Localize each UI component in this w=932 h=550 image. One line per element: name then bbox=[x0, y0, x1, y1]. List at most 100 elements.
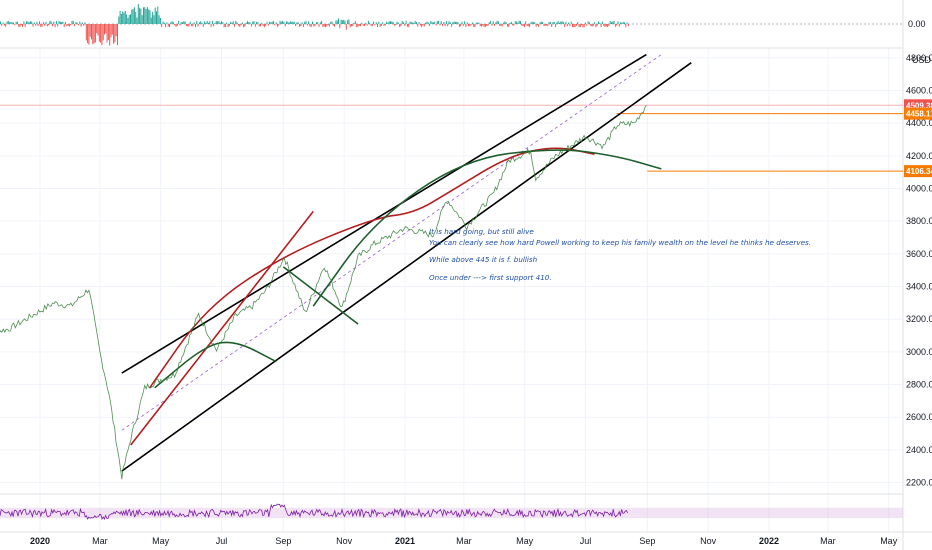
histogram-bar bbox=[505, 22, 507, 24]
price-tick-label: 3000.00 bbox=[906, 347, 932, 357]
histogram-bar bbox=[568, 22, 570, 24]
histogram-bar bbox=[32, 24, 34, 27]
histogram-bar bbox=[497, 21, 499, 24]
histogram-bar bbox=[309, 24, 311, 27]
histogram-bar bbox=[354, 21, 356, 24]
histogram-bar bbox=[496, 20, 498, 24]
histogram-bar bbox=[132, 9, 134, 24]
histogram-bar bbox=[426, 21, 428, 24]
channel-line[interactable] bbox=[121, 53, 647, 374]
channel-line[interactable] bbox=[121, 62, 692, 472]
histogram-bar bbox=[9, 22, 11, 24]
histogram-bar bbox=[137, 4, 139, 24]
histogram-bar bbox=[206, 21, 208, 24]
histogram-bar bbox=[621, 22, 623, 24]
histogram-bar bbox=[561, 21, 563, 24]
time-axis[interactable]: 2020 Mar May Jul Sep Nov 2021 Mar May Jul Sep Nov 20… bbox=[30, 536, 898, 546]
histogram-bar bbox=[208, 22, 209, 24]
histogram-bar bbox=[386, 21, 388, 24]
histogram-bar bbox=[157, 6, 159, 25]
histogram-bar bbox=[41, 24, 43, 27]
price-tick-label: 3800.00 bbox=[906, 216, 932, 226]
histogram-bar bbox=[223, 24, 225, 28]
price-tick-label: 4200.00 bbox=[906, 151, 932, 161]
histogram-bar bbox=[616, 24, 618, 26]
channel-line[interactable] bbox=[130, 210, 314, 446]
histogram-bar bbox=[167, 24, 169, 27]
histogram-bar bbox=[114, 24, 116, 43]
histogram-bar bbox=[300, 24, 302, 27]
histogram-bar bbox=[384, 24, 386, 26]
histogram-bar bbox=[373, 21, 375, 24]
histogram-bar bbox=[327, 24, 329, 26]
price-axis[interactable]: 2200.00 2400.00 2600.00 2800.00 3000.00 3200.… bbox=[906, 53, 932, 488]
histogram-bar bbox=[392, 21, 394, 24]
histogram-bar bbox=[444, 24, 446, 26]
arc-drawing[interactable] bbox=[312, 149, 662, 307]
histogram-bar bbox=[301, 22, 303, 24]
arc-drawing[interactable] bbox=[154, 341, 277, 389]
histogram-bar bbox=[492, 21, 494, 24]
histogram-bar bbox=[575, 24, 577, 26]
histogram-bar bbox=[423, 24, 425, 27]
annotation-text[interactable]: It is hard going, but still alive You ca… bbox=[429, 227, 811, 282]
histogram-bar bbox=[510, 21, 512, 24]
histogram-bar bbox=[191, 24, 193, 27]
histogram-bar bbox=[204, 21, 206, 24]
histogram-bar bbox=[408, 24, 410, 27]
histogram-bar bbox=[447, 24, 449, 27]
histogram-bar bbox=[518, 20, 520, 24]
histogram-bar bbox=[244, 24, 246, 27]
histogram-bar bbox=[276, 24, 278, 27]
histogram-bar bbox=[289, 21, 291, 24]
arc-drawing[interactable] bbox=[149, 147, 595, 389]
histogram-bar bbox=[317, 22, 319, 24]
histogram-bar bbox=[44, 24, 46, 26]
histogram-bar bbox=[48, 24, 50, 26]
histogram-bar bbox=[18, 24, 20, 27]
histogram-bar bbox=[627, 24, 629, 26]
histogram-bar bbox=[594, 22, 596, 24]
histogram-bar bbox=[322, 24, 324, 27]
histogram-bar bbox=[375, 22, 377, 24]
histogram-bar bbox=[288, 22, 290, 24]
histogram-bar bbox=[364, 24, 365, 27]
histogram-bar bbox=[161, 24, 163, 28]
price-tick-label: 4000.00 bbox=[906, 183, 932, 193]
histogram-bar bbox=[517, 22, 519, 24]
histogram-bar bbox=[153, 15, 155, 24]
histogram-bar bbox=[222, 22, 224, 24]
histogram-bar bbox=[27, 21, 29, 24]
histogram-bar bbox=[607, 24, 609, 27]
histogram-bar bbox=[127, 17, 129, 24]
histogram-bar bbox=[477, 22, 479, 24]
histogram-bar bbox=[105, 24, 107, 34]
histogram-bar bbox=[367, 20, 369, 24]
histogram-bar bbox=[214, 22, 216, 24]
horizontal-levels[interactable] bbox=[0, 104, 903, 172]
histogram-bar bbox=[501, 24, 503, 27]
histogram-bar bbox=[318, 24, 320, 27]
histogram-bar bbox=[146, 7, 148, 24]
histogram-bar bbox=[88, 24, 90, 45]
histogram-bar bbox=[352, 24, 354, 27]
arc-drawing[interactable] bbox=[282, 266, 359, 325]
trend-drawings[interactable] bbox=[121, 53, 692, 472]
histogram-bar bbox=[448, 21, 450, 24]
histogram-bar bbox=[488, 22, 490, 24]
histogram-bar bbox=[102, 24, 104, 41]
histogram-bar bbox=[484, 24, 486, 28]
histogram-bar bbox=[198, 22, 200, 24]
histogram-bar bbox=[169, 24, 170, 28]
histogram-bar bbox=[509, 22, 511, 24]
histogram-bar bbox=[334, 24, 336, 27]
histogram-bar bbox=[591, 24, 593, 27]
median-dashed-line[interactable] bbox=[121, 54, 662, 431]
histogram-bar bbox=[479, 24, 481, 27]
histogram-bar bbox=[356, 24, 358, 28]
histogram-bar bbox=[23, 21, 25, 24]
histogram-bar bbox=[5, 24, 7, 27]
price-line bbox=[0, 105, 647, 480]
histogram-bar bbox=[609, 21, 611, 24]
